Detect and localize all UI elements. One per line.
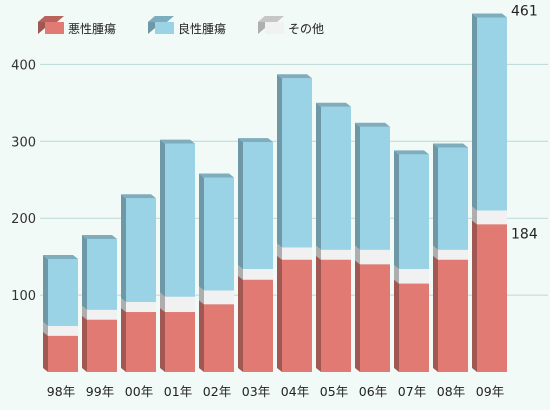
bar-05年 — [316, 102, 351, 372]
legend-item: 良性腫瘍 — [148, 16, 226, 36]
bar-segment — [316, 102, 351, 250]
x-tick-label: 02年 — [203, 384, 231, 399]
bar-segment — [199, 300, 234, 372]
bar-segment — [199, 173, 234, 291]
bar-segment — [277, 255, 312, 372]
bar-segment — [472, 13, 507, 211]
bar-segment — [355, 122, 390, 250]
legend-label: 悪性腫瘍 — [68, 21, 116, 36]
bar-segment — [277, 74, 312, 248]
bar-segment — [43, 331, 78, 372]
y-tick-label: 200 — [11, 212, 36, 227]
bar-00年 — [121, 194, 156, 372]
x-tick-label: 04年 — [281, 384, 309, 399]
bar-segment — [82, 315, 117, 372]
x-tick-label: 03年 — [242, 384, 270, 399]
y-tick-label: 400 — [11, 58, 36, 73]
bar-03年 — [238, 138, 273, 372]
x-tick-label: 05年 — [320, 384, 348, 399]
bar-segment — [121, 308, 156, 372]
bar-01年 — [160, 139, 195, 372]
bar-segment — [472, 220, 507, 372]
bar-segment — [160, 139, 195, 297]
legend-item: 悪性腫瘍 — [38, 16, 116, 36]
bar-segment — [121, 194, 156, 303]
bar-segment — [238, 138, 273, 269]
bars — [43, 13, 507, 372]
bar-09年 — [472, 13, 507, 372]
bar-segment — [238, 275, 273, 372]
x-tick-label: 09年 — [476, 384, 504, 399]
bar-98年 — [43, 254, 78, 372]
y-tick-label: 300 — [11, 135, 36, 150]
y-axis-ticks: 100 200 300 400 — [11, 58, 36, 304]
x-tick-label: 06年 — [359, 384, 387, 399]
bar-segment — [43, 254, 78, 326]
bar-07年 — [394, 150, 429, 372]
bar-06年 — [355, 122, 390, 372]
bar-04年 — [277, 74, 312, 372]
bar-segment — [394, 279, 429, 372]
bar-02年 — [199, 173, 234, 372]
annotations: 461 184 — [511, 3, 538, 242]
legend-label: 良性腫瘍 — [178, 21, 226, 36]
legend-label: その他 — [288, 22, 324, 36]
bar-08年 — [433, 143, 468, 372]
x-tick-label: 01年 — [164, 384, 192, 399]
x-tick-label: 00年 — [125, 384, 153, 399]
y-tick-label: 100 — [11, 289, 36, 304]
annotation-malignant: 184 — [511, 226, 538, 242]
bar-segment — [433, 143, 468, 250]
bar-segment — [394, 150, 429, 269]
x-tick-label: 99年 — [86, 384, 114, 399]
legend-item: その他 — [258, 16, 324, 36]
x-tick-label: 07年 — [398, 384, 426, 399]
x-tick-label: 08年 — [437, 384, 465, 399]
bar-99年 — [82, 234, 117, 372]
bar-segment — [316, 255, 351, 372]
bar-segment — [160, 308, 195, 372]
x-axis-ticks: 98年 99年 00年 01年 02年 03年 04年 05年 06年 07年 08年 09年 — [47, 384, 504, 399]
bar-segment — [355, 260, 390, 372]
bar-segment — [82, 234, 117, 310]
bar-segment — [433, 255, 468, 372]
legend: 悪性腫瘍 良性腫瘍 その他 — [38, 16, 324, 36]
x-tick-label: 98年 — [47, 384, 75, 399]
annotation-total: 461 — [511, 3, 538, 19]
